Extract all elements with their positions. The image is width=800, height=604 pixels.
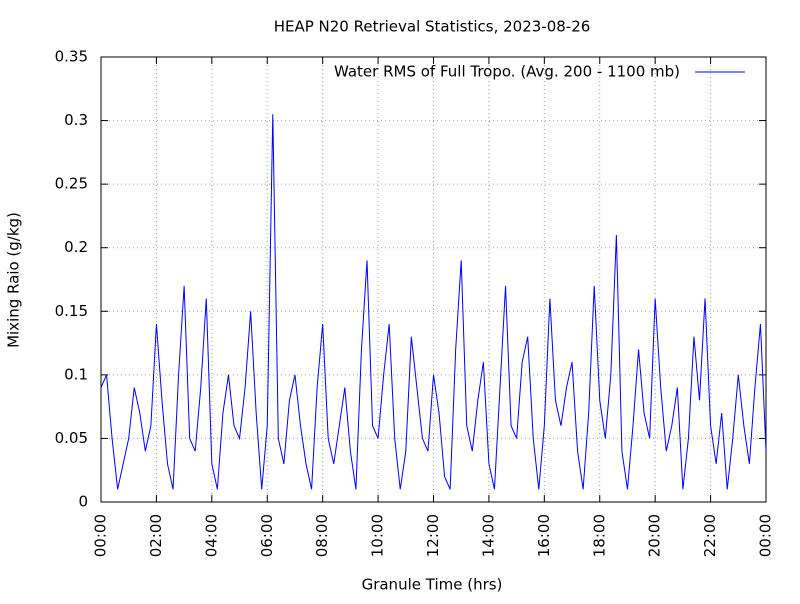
x-tick-label: 00:00	[92, 514, 110, 557]
plot-border	[100, 56, 767, 503]
legend-label: Water RMS of Full Tropo. (Avg. 200 - 110…	[334, 63, 680, 81]
y-tick-label: 0.3	[64, 111, 88, 129]
y-tick-label: 0.35	[55, 48, 88, 66]
x-tick-label: 16:00	[535, 514, 553, 557]
x-tick-label: 20:00	[646, 514, 664, 557]
y-axis-label: Mixing Raio (g/kg)	[5, 212, 23, 348]
chart-title: HEAP N20 Retrieval Statistics, 2023-08-2…	[274, 18, 591, 36]
x-tick-label: 22:00	[701, 514, 719, 557]
x-tick-label: 14:00	[479, 514, 497, 557]
y-tick-label: 0.05	[55, 429, 88, 447]
y-tick-label: 0.25	[55, 175, 88, 193]
y-tick-label: 0.2	[64, 238, 88, 256]
x-axis-label: Granule Time (hrs)	[362, 576, 503, 594]
x-tick-label: 02:00	[147, 514, 165, 557]
x-tick-label: 04:00	[202, 514, 220, 557]
x-tick-label: 06:00	[258, 514, 276, 557]
x-tick-label: 08:00	[313, 514, 331, 557]
y-tick-label: 0.1	[64, 365, 88, 383]
x-tick-label: 10:00	[369, 514, 387, 557]
x-tick-label: 18:00	[590, 514, 608, 557]
x-tick-label: 00:00	[757, 514, 775, 557]
x-tick-label: 12:00	[424, 514, 442, 557]
y-tick-label: 0	[78, 493, 88, 511]
y-tick-label: 0.15	[55, 302, 88, 320]
data-line	[100, 114, 767, 490]
